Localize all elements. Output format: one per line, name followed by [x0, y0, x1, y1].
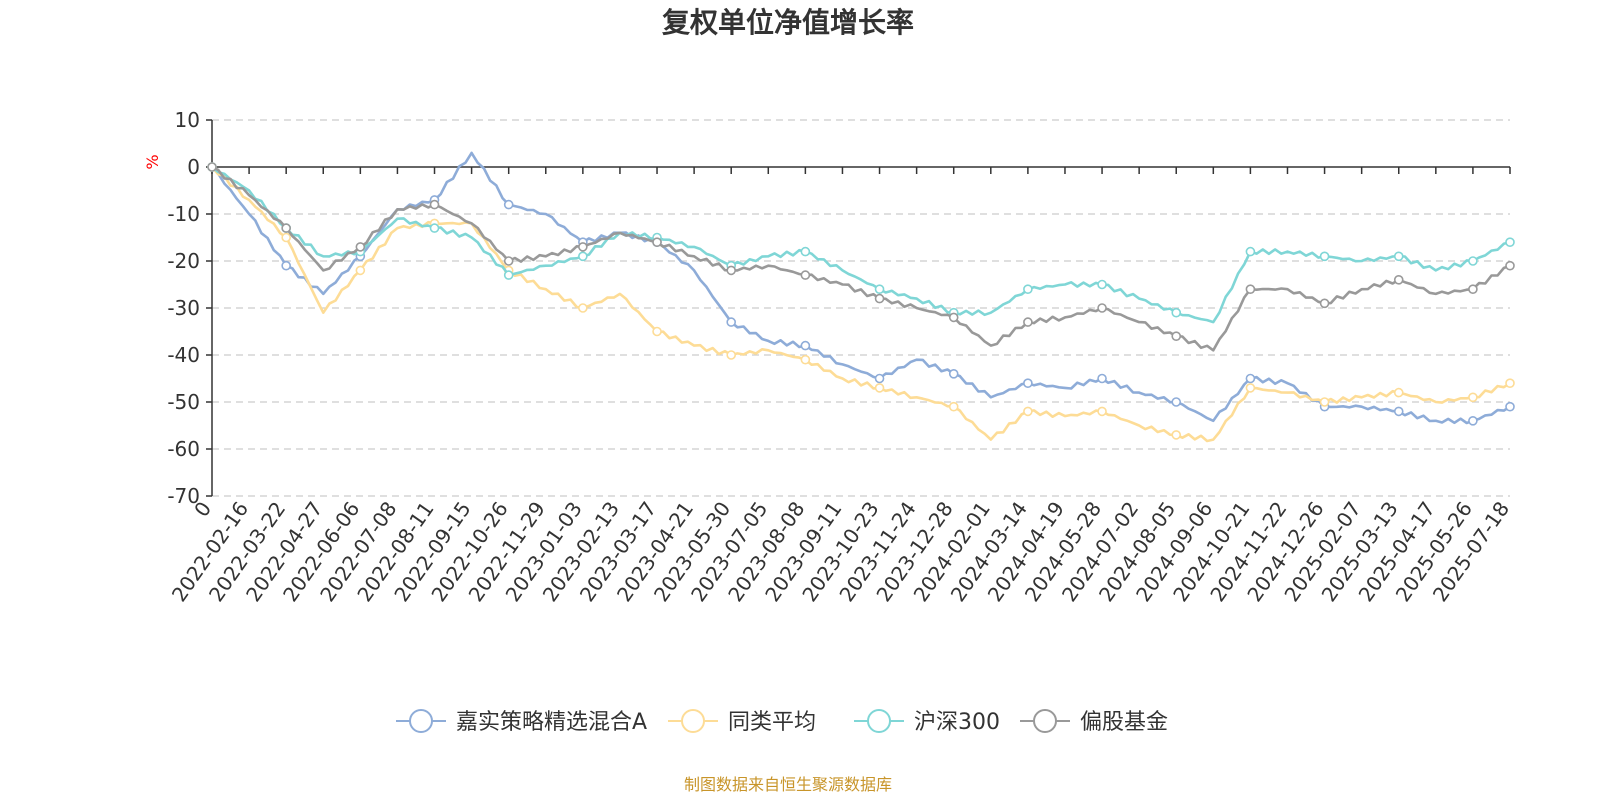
series-point: [1097, 373, 1107, 384]
series-point: [429, 223, 440, 233]
y-tick-label: -20: [167, 249, 200, 273]
legend-label: 沪深300: [914, 710, 1000, 735]
legend-item-2[interactable]: 同类平均: [668, 709, 816, 735]
series-point: [1171, 430, 1182, 440]
series-point: [1171, 307, 1182, 318]
series-point: [874, 373, 885, 384]
series-point: [874, 284, 885, 295]
series-point: [503, 256, 514, 266]
series-point: [1097, 406, 1107, 417]
series-layer: [207, 151, 1515, 443]
legend-marker-icon: [1033, 709, 1057, 733]
series-point: [1468, 415, 1478, 426]
y-tick-label: 10: [175, 108, 200, 132]
series-point: [948, 368, 959, 379]
legend-marker-icon: [681, 709, 705, 733]
y-axis-unit-label: %: [143, 154, 162, 169]
series-point: [1097, 279, 1107, 290]
series-point: [355, 265, 366, 276]
series-point: [948, 401, 959, 412]
series-point: [578, 251, 588, 262]
series-line-4: [211, 165, 1511, 352]
series-point: [503, 270, 514, 280]
series-point: [355, 242, 366, 252]
series-point: [948, 312, 959, 323]
series-point: [281, 223, 291, 233]
series-point: [1505, 378, 1515, 389]
series-point: [1023, 317, 1033, 327]
series-point: [800, 340, 811, 351]
series-point: [578, 242, 588, 252]
series-point: [800, 246, 811, 257]
series-point: [1319, 251, 1330, 262]
series-point: [578, 303, 588, 313]
chart-title: 复权单位净值增长率: [662, 6, 914, 39]
series-point: [1023, 284, 1033, 295]
grid-layer: [212, 119, 1510, 497]
series-point: [1393, 251, 1404, 262]
legend-marker-icon: [409, 709, 433, 733]
series-point: [726, 350, 737, 360]
series-point: [1023, 378, 1033, 389]
series-point: [874, 293, 885, 304]
series-point: [726, 265, 737, 276]
legend-marker-icon: [867, 709, 891, 733]
legend-item-1[interactable]: 嘉实策略精选混合A: [396, 709, 647, 735]
series-point: [1505, 260, 1515, 271]
legend[interactable]: 嘉实策略精选混合A 同类平均 沪深300 偏股基金: [396, 709, 1168, 735]
series-point: [1245, 284, 1256, 295]
series-point: [1245, 246, 1256, 257]
series-point: [1245, 373, 1256, 384]
series-point: [1171, 331, 1182, 342]
x-tick-label: 0: [189, 497, 216, 521]
y-tick-label: -40: [167, 343, 200, 367]
series-point: [1245, 383, 1256, 393]
y-tick-label: -10: [167, 202, 200, 226]
series-point: [207, 162, 217, 172]
series-point: [1319, 298, 1330, 309]
series-line-3: [211, 165, 1511, 324]
y-tick-label: 0: [187, 155, 200, 179]
series-point: [1468, 392, 1478, 403]
series-point: [800, 270, 811, 280]
series-point: [281, 232, 291, 243]
series-point: [652, 237, 662, 247]
legend-label: 偏股基金: [1080, 710, 1168, 735]
series-point: [1171, 397, 1182, 407]
axis-layer: 100-10-20-30-40-50-60-7002022-02-162022-…: [167, 108, 1514, 606]
y-tick-label: -60: [167, 437, 200, 461]
series-point: [1393, 387, 1404, 398]
series-point: [1468, 256, 1478, 266]
series-point: [726, 317, 737, 327]
series-point: [874, 383, 885, 393]
series-point: [1505, 237, 1515, 247]
series-point: [1393, 406, 1404, 417]
data-source-note: 制图数据来自恒生聚源数据库: [684, 775, 892, 794]
legend-item-4[interactable]: 偏股基金: [1020, 709, 1168, 735]
series-point: [1468, 284, 1478, 295]
series-point: [503, 199, 514, 210]
series-line-1: [211, 151, 1511, 425]
y-tick-label: -70: [167, 484, 200, 508]
series-point: [800, 354, 811, 365]
series-line-2: [211, 166, 1511, 443]
legend-label: 同类平均: [728, 710, 816, 735]
series-point: [1023, 406, 1033, 417]
y-tick-label: -30: [167, 296, 200, 320]
legend-item-3[interactable]: 沪深300: [854, 709, 1000, 735]
series-point: [281, 260, 291, 271]
series-point: [1319, 397, 1330, 407]
series-point: [1505, 401, 1515, 412]
series-point: [1097, 303, 1107, 313]
series-point: [1393, 274, 1404, 285]
y-tick-label: -50: [167, 390, 200, 414]
series-point: [429, 199, 440, 210]
series-point: [652, 326, 662, 337]
legend-label: 嘉实策略精选混合A: [456, 710, 647, 735]
